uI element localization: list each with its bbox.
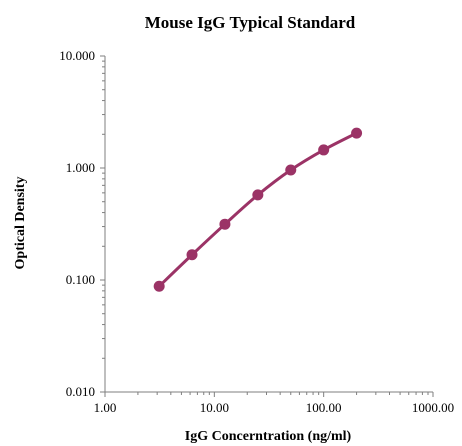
plot-area: 0.010 0.100 1.000 10.000 1.00 10.00 100.00 1000… <box>59 48 454 415</box>
data-point <box>186 249 198 261</box>
y-tick-label: 10.000 <box>59 48 95 63</box>
series-line <box>157 131 359 288</box>
data-point <box>153 280 165 292</box>
y-tick-label: 0.100 <box>66 272 95 287</box>
data-point <box>318 144 330 156</box>
data-point <box>219 218 231 230</box>
chart-title: Mouse IgG Typical Standard <box>145 13 356 32</box>
y-tick-label: 0.010 <box>66 384 95 399</box>
y-axis-title: Optical Density <box>13 177 28 270</box>
x-tick-label: 100.00 <box>306 400 342 415</box>
x-tick-label: 10.00 <box>200 400 229 415</box>
data-point <box>285 164 297 176</box>
x-tick-label: 1000.00 <box>412 400 454 415</box>
data-point <box>252 189 264 201</box>
x-axis-title: IgG Concerntration (ng/ml) <box>185 429 352 444</box>
y-tick-label: 1.000 <box>66 160 95 175</box>
x-tick-label: 1.00 <box>94 400 117 415</box>
data-point <box>351 127 363 139</box>
